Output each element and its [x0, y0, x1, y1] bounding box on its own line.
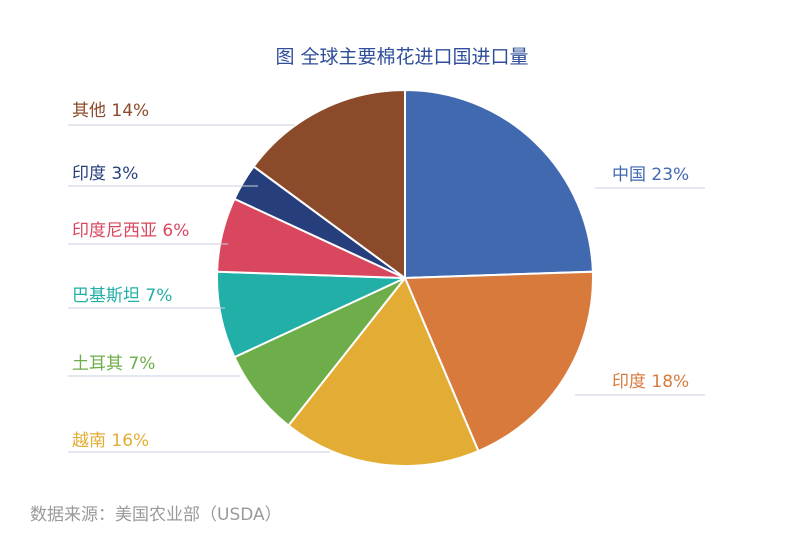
source-note: 数据来源：美国农业部（USDA）: [30, 505, 282, 525]
chart-title: 图 全球主要棉花进口国进口量: [275, 46, 529, 68]
slice-name: 巴基斯坦: [72, 286, 146, 306]
slice-name: 中国: [612, 165, 652, 185]
slice-label: 其他 14%: [72, 96, 149, 121]
slice-value: 3%: [111, 164, 139, 184]
slice-value: 14%: [111, 101, 150, 121]
slice-value: 23%: [651, 165, 690, 185]
slice-value: 6%: [162, 221, 190, 241]
slice-name: 土耳其: [72, 354, 129, 374]
slice-value: 7%: [128, 354, 156, 374]
slice-label: 巴基斯坦 7%: [72, 281, 172, 306]
slice-name: 越南: [72, 431, 112, 451]
pie-slice-1: [403, 270, 594, 453]
slice-name: 印度: [72, 164, 112, 184]
slice-name: 印度尼西亚: [72, 221, 163, 241]
pie-slice-7: [252, 88, 406, 280]
slice-label: 土耳其 7%: [72, 349, 155, 374]
pie-slice-0: [404, 88, 594, 280]
slice-label: 越南 16%: [72, 426, 149, 451]
slice-label: 印度 18%: [612, 367, 689, 392]
slice-value: 18%: [651, 372, 690, 392]
slice-name: 印度: [612, 372, 652, 392]
pie-slice-2: [287, 276, 480, 467]
slice-value: 16%: [111, 431, 150, 451]
slice-name: 其他: [72, 101, 112, 121]
slice-value: 7%: [145, 286, 173, 306]
slice-label: 印度尼西亚 6%: [72, 216, 189, 241]
slice-label: 印度 3%: [72, 159, 138, 184]
slice-label: 中国 23%: [612, 160, 689, 185]
